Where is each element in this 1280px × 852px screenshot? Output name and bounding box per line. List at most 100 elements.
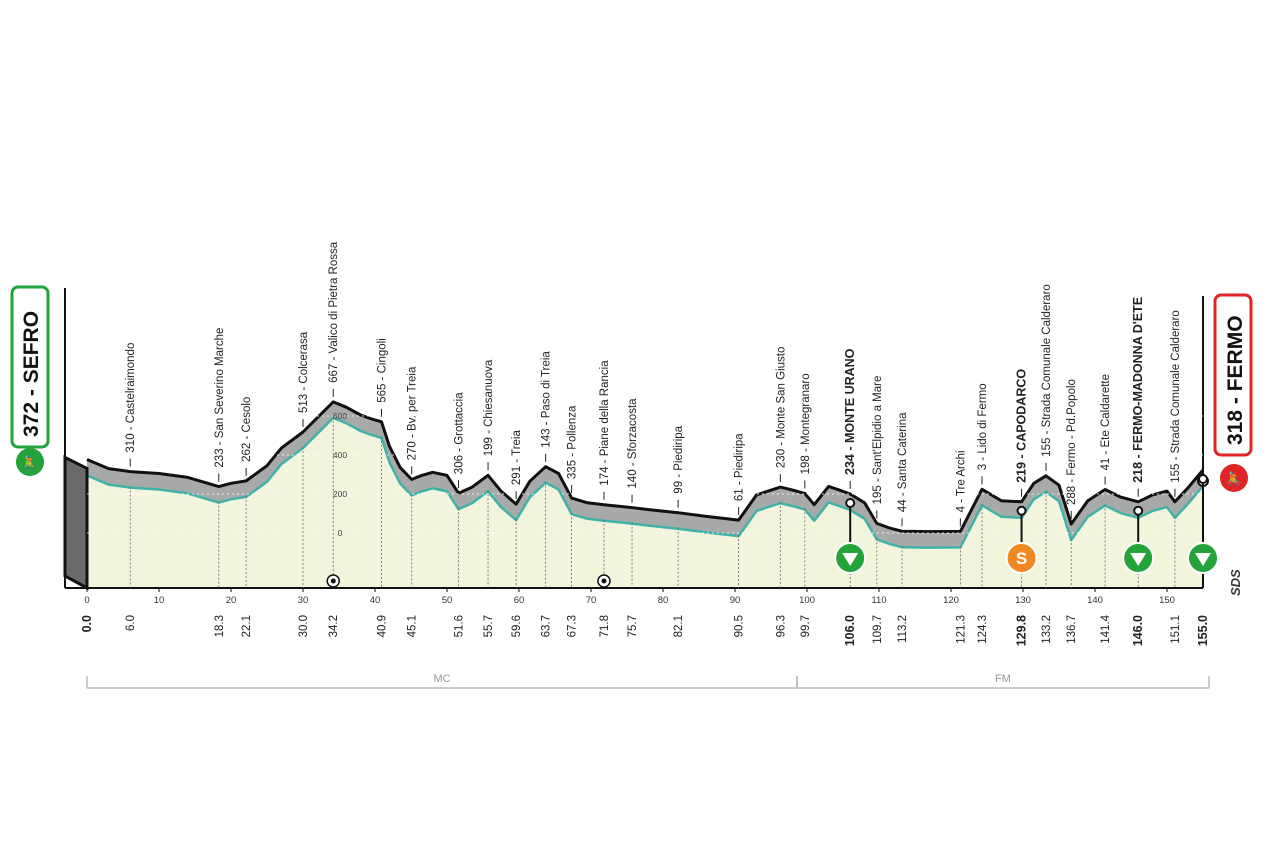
km-tick-label: 130: [1015, 595, 1031, 606]
finish-km-label: 155.0: [1196, 615, 1210, 646]
marker-point: [1016, 505, 1027, 516]
cyclist-finish-icon: [1220, 464, 1248, 492]
profile-fill: [87, 417, 1203, 588]
marker-layer: S: [326, 473, 1219, 588]
km-tick-label: 30: [298, 595, 309, 606]
waypoint-label: 198 - Montegranaro: [800, 373, 812, 474]
elevation-grid: 0 200 400 600: [87, 411, 1203, 538]
waypoint-label: 44 - Santa Caterina: [897, 412, 909, 512]
waypoint-km-label: 90.5: [734, 615, 746, 637]
waypoint-km-label: 22.1: [241, 615, 253, 637]
down-triangle-icon: [1130, 553, 1147, 566]
waypoint-label: 667 - Valico di Pietra Rossa: [328, 241, 340, 383]
start-badge: 372 - SEFRO 🚴: [10, 285, 50, 476]
km-tick-label: 80: [658, 595, 669, 606]
km-tick-label: 90: [730, 595, 741, 606]
km-tick-label: 150: [1159, 595, 1175, 606]
finish-badge: 318 - FERMO 🚴: [1213, 293, 1253, 492]
waypoint-km-label: 151.1: [1170, 615, 1182, 644]
waypoint-km-label: 45.1: [407, 615, 419, 637]
elevation-tick-label: 600: [333, 411, 347, 421]
feed-zone-icon-dot: [601, 578, 607, 584]
waypoint-label: 219 - CAPODARCO: [1015, 369, 1029, 483]
waypoint-label: 310 - Castelraimondo: [125, 343, 137, 453]
waypoint-km-label: 71.8: [599, 615, 611, 637]
marker-point: [1198, 473, 1208, 484]
province-label: MC: [433, 673, 450, 685]
marker-point: [1133, 505, 1144, 516]
sprint-letter: S: [1016, 549, 1027, 568]
elevation-tick-label: 0: [338, 528, 343, 538]
waypoint-km-label: 109.7: [872, 615, 884, 644]
waypoint-km-label: 82.1: [673, 615, 685, 637]
km-tick-label: 110: [871, 595, 886, 606]
marker-point: [845, 497, 856, 508]
cyclist-start-icon: [16, 448, 44, 476]
elevation-tick-label: 200: [333, 489, 347, 499]
waypoint-label: 199 - Chiesanuova: [483, 359, 495, 456]
waypoint-label: 306 - Grottaccia: [454, 392, 466, 474]
waypoint-km-label: 40.9: [377, 615, 389, 637]
waypoint-km-label: 55.7: [483, 615, 495, 637]
waypoint-km-label: 129.8: [1015, 615, 1029, 646]
waypoint-km-label: 63.7: [541, 615, 553, 637]
waypoint-label: 233 - San Severino Marche: [214, 328, 226, 468]
km-tick-label: 40: [370, 595, 381, 606]
km-tick-label: 20: [226, 595, 237, 606]
km-tick-label: 120: [943, 595, 959, 606]
waypoint-km-label: 133.2: [1041, 615, 1053, 644]
waypoint-km-label: 51.6: [454, 615, 466, 637]
waypoint-km-label: 106.0: [843, 615, 857, 646]
waypoint-km-label: 141.4: [1100, 614, 1112, 643]
waypoint-label: 4 - Tre Archi: [955, 450, 967, 512]
waypoint-label: 230 - Monte San Giusto: [775, 347, 787, 468]
waypoint-label: 155 - Strada Comunale Calderaro: [1170, 310, 1182, 483]
province-label: FM: [995, 673, 1011, 685]
feed-zone-icon-dot: [330, 578, 336, 584]
elevation-tick-label: 400: [333, 450, 347, 460]
svg-text:🚴: 🚴: [22, 455, 38, 471]
waypoint-label: 335 - Pollenza: [567, 405, 579, 479]
road-line: [86, 416, 1204, 549]
waypoint-label: 140 - Sforzacosta: [627, 398, 639, 489]
waypoint-label: 174 - Piane della Rancia: [599, 360, 611, 486]
waypoint-km-label: 67.3: [567, 615, 579, 637]
waypoint-label: 218 - FERMO-MADONNA D'ETE: [1131, 297, 1145, 483]
waypoint-label: 143 - Paso di Treia: [541, 351, 553, 448]
waypoint-label: 41 - Ete Caldarette: [1100, 374, 1112, 471]
waypoint-layer: 310 - Castelraimondo 6.0 233 - San Severin…: [80, 241, 1210, 646]
waypoint-km-label: 59.6: [511, 615, 523, 637]
waypoint-label: 234 - MONTE URANO: [843, 348, 857, 475]
province-layer: MC FM: [86, 673, 1210, 689]
waypoint-km-label: 146.0: [1131, 615, 1145, 646]
waypoint-label: 262 - Cesolo: [241, 397, 253, 462]
organizer-logo: SDS: [1228, 569, 1243, 596]
km-tick-label: 70: [586, 595, 597, 606]
waypoint-label: 195 - Sant'Elpidio a Mare: [872, 376, 884, 505]
start-label: 372 - SEFRO: [20, 311, 43, 437]
km-tick-label: 10: [154, 595, 165, 606]
km-tick-label: 50: [442, 595, 453, 606]
waypoint-km-label: 99.7: [800, 615, 812, 637]
waypoint-label: 513 - Colcerasa: [298, 331, 310, 413]
profile-outline: [86, 400, 1205, 534]
waypoint-label: 155 - Strada Comunale Calderaro: [1041, 284, 1053, 457]
finish-label: 318 - FERMO: [1224, 315, 1247, 445]
waypoint-km-label: 124.3: [977, 615, 989, 644]
km-tick-label: 100: [799, 595, 815, 606]
waypoint-label: 270 - Bv. per Treia: [407, 366, 419, 460]
down-triangle-icon: [842, 553, 859, 566]
waypoint-label: 3 - Lido di Fermo: [977, 383, 989, 470]
waypoint-label: 61 - Piediripa: [734, 433, 746, 501]
waypoint-km-label: 136.7: [1066, 615, 1078, 644]
waypoint-km-label: 96.3: [775, 615, 787, 637]
waypoint-label: 99 - Piediripa: [673, 425, 685, 493]
waypoint-km-label: 30.0: [298, 615, 310, 637]
waypoint-km-label: 34.2: [328, 615, 340, 637]
km-tick-label: 60: [514, 595, 525, 606]
waypoint-label: 288 - Fermo - Pd.Popolo: [1066, 379, 1078, 505]
waypoint-km-label: 6.0: [125, 615, 137, 631]
waypoint-km-label: 121.3: [955, 615, 967, 644]
km-tick-label: 140: [1087, 595, 1103, 606]
